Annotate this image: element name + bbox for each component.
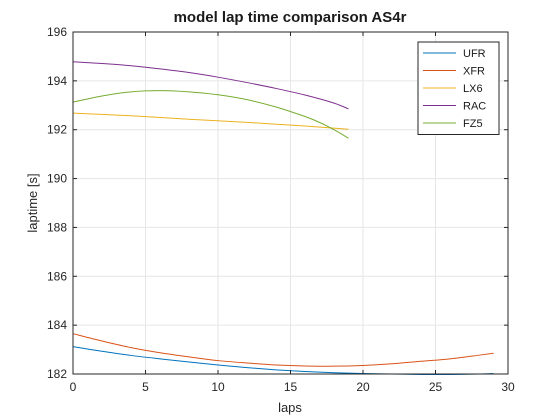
x-tick-label: 25 [429, 380, 443, 394]
legend-item-lx6[interactable]: LX6 [423, 83, 483, 95]
legend[interactable]: UFR XFR LX6 RAC FZ5 [417, 41, 500, 135]
x-tick-label: 0 [70, 380, 77, 394]
axis-ticks: 0 5 10 15 20 25 30 182 184 186 188 190 192 194 196 [47, 25, 515, 394]
y-axis-label: laptime [s] [25, 173, 40, 232]
legend-label: XFR [463, 66, 485, 78]
series-line-xfr [72, 333, 494, 367]
legend-label: LX6 [463, 83, 483, 95]
series-line-fz5 [72, 90, 349, 139]
legend-item-xfr[interactable]: XFR [423, 66, 485, 78]
legend-label: FZ5 [463, 118, 483, 130]
legend-label: RAC [463, 101, 486, 113]
x-tick-label: 15 [284, 380, 298, 394]
y-tick-label: 184 [47, 318, 67, 332]
y-tick-label: 190 [47, 172, 67, 186]
x-tick-label: 10 [211, 380, 225, 394]
x-tick-label: 5 [142, 380, 149, 394]
x-tick-label: 20 [356, 380, 370, 394]
chart-title: model lap time comparison AS4r [174, 9, 407, 26]
legend-item-rac[interactable]: RAC [423, 101, 486, 113]
series-line-lx6 [72, 112, 349, 130]
y-tick-label: 186 [47, 269, 67, 283]
x-axis-label: laps [278, 400, 302, 415]
legend-item-ufr[interactable]: UFR [423, 48, 486, 60]
y-tick-label: 196 [47, 25, 67, 39]
y-tick-label: 192 [47, 123, 67, 137]
x-tick-label: 30 [501, 380, 515, 394]
legend-label: UFR [463, 48, 486, 60]
series-line-rac [72, 61, 349, 110]
legend-item-fz5[interactable]: FZ5 [423, 118, 483, 130]
y-tick-label: 188 [47, 220, 67, 234]
y-tick-label: 182 [47, 367, 67, 381]
y-tick-label: 194 [47, 74, 67, 88]
legend-box [417, 41, 500, 135]
